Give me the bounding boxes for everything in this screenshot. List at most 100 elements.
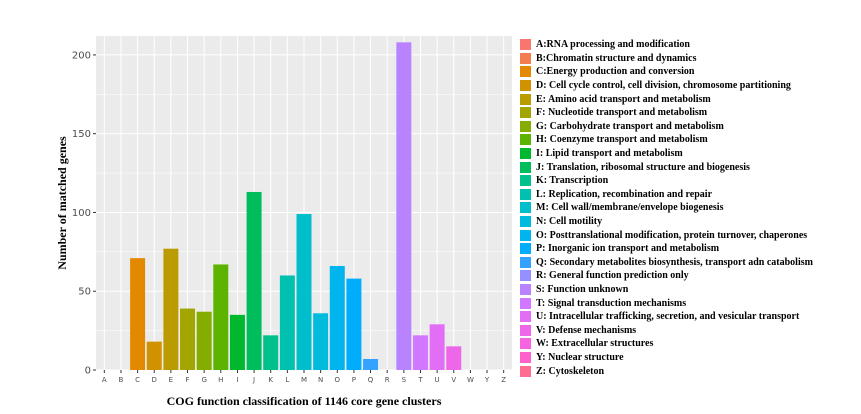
legend-item: R: General function prediction only — [520, 269, 855, 283]
legend-item: D: Cell cycle control, cell division, ch… — [520, 79, 855, 93]
legend-swatch — [520, 324, 531, 336]
x-tick-label: M — [301, 376, 307, 384]
x-tick-label: D — [152, 376, 157, 384]
legend-swatch — [520, 270, 531, 282]
bar-M — [296, 214, 312, 370]
legend-item: B:Chromatin structure and dynamics — [520, 52, 855, 66]
x-tick-label: U — [435, 376, 440, 384]
legend-swatch — [520, 120, 531, 132]
x-tick-label: V — [451, 376, 456, 384]
x-tick-label: C — [135, 376, 140, 384]
y-tick-label: 0 — [85, 366, 91, 377]
legend-label: M: Cell wall/membrane/envelope biogenesi… — [536, 202, 724, 214]
legend-item: Y: Nuclear structure — [520, 351, 855, 365]
y-tick-label: 200 — [72, 50, 91, 61]
legend-swatch — [520, 229, 531, 241]
legend-item: M: Cell wall/membrane/envelope biogenesi… — [520, 201, 855, 215]
y-axis-ticks: 0 50 100 150 200 — [72, 50, 96, 377]
bar-U — [429, 324, 445, 370]
x-tick-label: P — [352, 376, 356, 384]
legend-label: Z: Cytoskeleton — [536, 365, 605, 377]
legend-swatch — [520, 161, 531, 173]
legend-label: I: Lipid transport and metabolism — [536, 148, 683, 160]
legend-item: O: Posttranslational modification, prote… — [520, 228, 855, 242]
legend-label: D: Cell cycle control, cell division, ch… — [536, 80, 791, 92]
legend-item: J: Translation, ribosomal structure and … — [520, 160, 855, 174]
legend-swatch — [520, 243, 531, 255]
legend-label: C:Energy production and conversion — [536, 66, 695, 78]
legend-swatch — [520, 283, 531, 295]
legend-item: E: Amino acid transport and metabolism — [520, 92, 855, 106]
legend-swatch — [520, 297, 531, 309]
legend-item: C:Energy production and conversion — [520, 65, 855, 79]
legend-item: G: Carbohydrate transport and metabolism — [520, 120, 855, 134]
bar-P — [346, 278, 362, 370]
bar-H — [213, 264, 229, 370]
legend-label: T: Signal transduction mechanisms — [536, 297, 687, 309]
legend-item: Z: Cytoskeleton — [520, 364, 855, 378]
x-tick-label: N — [318, 376, 323, 384]
legend-label: K: Transcription — [536, 175, 609, 187]
legend-label: L: Replication, recombination and repair — [536, 188, 713, 200]
legend-item: P: Inorganic ion transport and metabolis… — [520, 242, 855, 256]
x-tick-label: Q — [368, 376, 374, 384]
legend-item: H: Coenzyme transport and metabolism — [520, 133, 855, 147]
bar-G — [196, 311, 212, 370]
bar-T — [412, 335, 428, 370]
legend-label: U: Intracellular trafficking, secretion,… — [536, 311, 800, 323]
x-tick-label: B — [119, 376, 124, 384]
legend-label: E: Amino acid transport and metabolism — [536, 93, 711, 105]
legend-swatch — [520, 202, 531, 214]
bar-S — [396, 42, 412, 371]
bar-O — [329, 266, 345, 370]
bar-V — [446, 346, 462, 370]
x-tick-label: T — [417, 376, 423, 384]
legend-swatch — [520, 39, 531, 51]
legend-label: Q: Secondary metabolites biosynthesis, t… — [536, 256, 813, 268]
bar-N — [313, 313, 329, 370]
legend-label: P: Inorganic ion transport and metabolis… — [536, 243, 720, 255]
y-tick-label: 150 — [72, 129, 91, 140]
legend-label: G: Carbohydrate transport and metabolism — [536, 120, 724, 132]
x-tick-label: E — [169, 376, 173, 384]
legend-item: V: Defense mechanisms — [520, 323, 855, 337]
legend-swatch — [520, 175, 531, 187]
x-tick-label: S — [402, 376, 407, 384]
legend-label: S: Function unknown — [536, 283, 629, 295]
legend-swatch — [520, 338, 531, 350]
legend-label: V: Defense mechanisms — [536, 324, 637, 336]
bar-L — [279, 275, 295, 370]
x-tick-label: J — [252, 376, 255, 384]
legend-swatch — [520, 311, 531, 323]
x-tick-label: W — [467, 376, 474, 384]
x-tick-label: L — [285, 376, 289, 384]
x-tick-label: I — [236, 376, 238, 384]
y-tick-label: 50 — [78, 287, 91, 298]
legend-item: U: Intracellular trafficking, secretion,… — [520, 310, 855, 324]
x-tick-label: O — [335, 376, 341, 384]
bars — [130, 42, 462, 371]
legend-label: W: Extracellular structures — [536, 338, 654, 350]
legend-label: J: Translation, ribosomal structure and … — [536, 161, 750, 173]
bar-C — [130, 258, 146, 370]
y-axis-title: Number of matched genes — [55, 136, 69, 270]
y-tick-label: 100 — [72, 208, 91, 219]
legend-item: N: Cell motility — [520, 215, 855, 229]
legend-item: K: Transcription — [520, 174, 855, 188]
x-tick-label: G — [201, 376, 206, 384]
legend-item: A:RNA processing and modification — [520, 38, 855, 52]
gridlines — [96, 36, 512, 371]
bar-D — [146, 341, 162, 370]
legend-swatch — [520, 52, 531, 64]
bar-E — [163, 248, 179, 370]
bar-F — [180, 308, 196, 370]
x-tick-label: K — [268, 376, 273, 384]
legend-label: H: Coenzyme transport and metabolism — [536, 134, 708, 146]
legend-label: Y: Nuclear structure — [536, 351, 624, 363]
legend-label: R: General function prediction only — [536, 270, 689, 282]
legend-swatch — [520, 93, 531, 105]
x-tick-label: F — [186, 376, 190, 384]
legend-label: N: Cell motility — [536, 216, 603, 228]
bar-Q — [363, 358, 379, 370]
